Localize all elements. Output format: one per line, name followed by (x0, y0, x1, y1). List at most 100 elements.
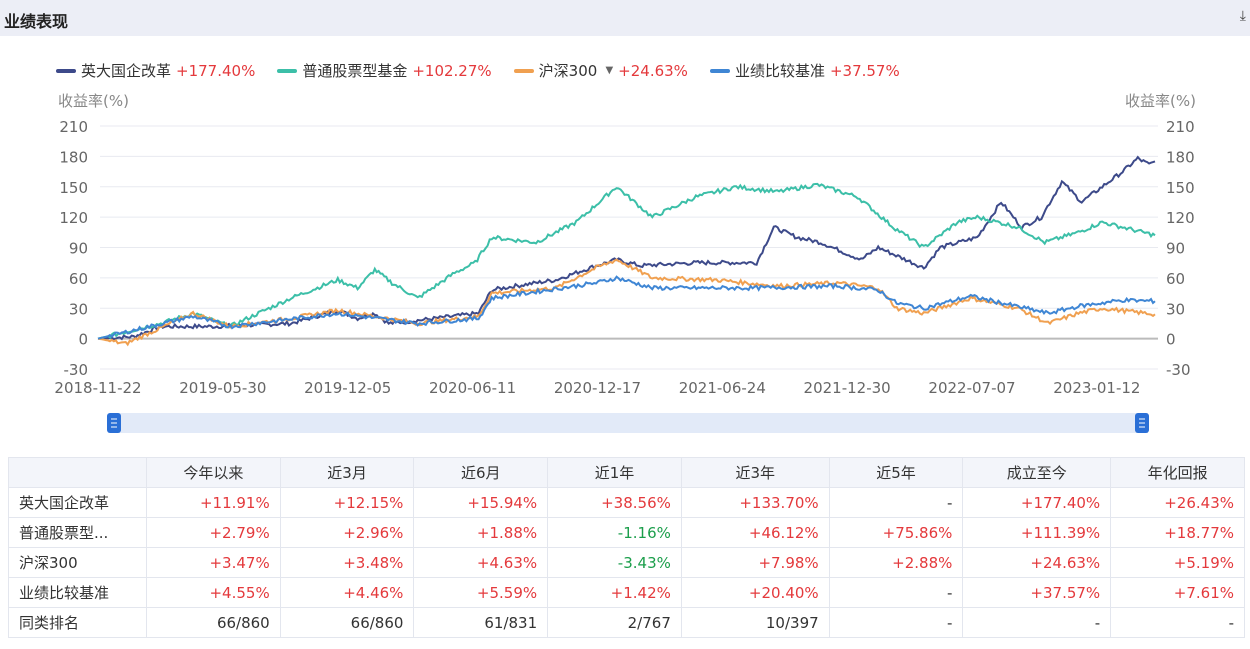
series-line-3 (97, 275, 1156, 340)
column-header: 近3年 (680, 457, 830, 488)
series-line-0 (97, 155, 1156, 341)
table-cell: +4.55% (146, 577, 281, 608)
legend-label: 沪深300 (538, 62, 598, 80)
y-tick-label-left: -30 (64, 361, 89, 379)
row-label: 沪深300 (8, 547, 147, 578)
dropdown-triangle-icon[interactable]: ▼ (602, 65, 614, 76)
legend-item-fund[interactable]: 英大国企改革 +177.40% (56, 60, 255, 81)
y-tick-label-right: 180 (1166, 148, 1195, 166)
column-header (8, 457, 147, 488)
y-tick-label-left: 0 (78, 331, 88, 349)
x-tick-label: 2023-01-12 (1053, 379, 1140, 397)
table-cell: +37.57% (962, 577, 1112, 608)
legend-swatch (277, 68, 298, 73)
table-cell: +20.40% (680, 577, 830, 608)
y-axis-label-left: 收益率(%) (58, 92, 129, 110)
table-cell: +111.39% (962, 517, 1112, 548)
table-cell: +2.96% (279, 517, 415, 548)
table-cell: +15.94% (413, 487, 549, 518)
table-cell: - (828, 577, 964, 608)
table-cell: +1.42% (547, 577, 682, 608)
table-cell: +38.56% (547, 487, 682, 518)
y-tick-label-right: 150 (1166, 179, 1195, 197)
legend-swatch (709, 68, 730, 73)
y-tick-label-right: -30 (1166, 361, 1191, 379)
y-tick-label-right: 120 (1166, 209, 1195, 227)
legend-value: +24.63% (618, 61, 688, 80)
table-cell: +24.63% (962, 547, 1112, 578)
table-cell: +3.48% (279, 547, 415, 578)
table-cell: - (828, 487, 964, 518)
x-tick-label: 2019-05-30 (179, 379, 266, 397)
y-tick-label-left: 150 (59, 179, 88, 197)
section-header: 业绩表现 ⤓ (0, 0, 1250, 36)
legend-item-benchmark[interactable]: 业绩比较基准 +37.57% (709, 60, 900, 81)
legend-label: 业绩比较基准 (734, 62, 825, 80)
legend-label: 普通股票型基金 (302, 62, 408, 80)
table-row: 业绩比较基准 +4.55% +4.46% +5.59% +1.42% +20.40% - +3… (8, 577, 1245, 608)
table-row: 英大国企改革 +11.91% +12.15% +15.94% +38.56% +133.7… (8, 487, 1245, 518)
row-label: 业绩比较基准 (8, 577, 147, 608)
table-cell: +177.40% (962, 487, 1112, 518)
column-header: 今年以来 (146, 457, 281, 488)
table-cell: +18.77% (1110, 517, 1245, 548)
y-tick-label-right: 90 (1166, 240, 1185, 258)
table-cell: +3.47% (146, 547, 281, 578)
table-cell: -3.43% (547, 547, 682, 578)
y-tick-label-right: 30 (1166, 300, 1185, 318)
table-header-row: 今年以来 近3月 近6月 近1年 近3年 近5年 成立至今 年化回报 (8, 457, 1245, 488)
table-cell: +5.19% (1110, 547, 1245, 578)
series-line-1 (97, 182, 1156, 340)
section-title: 业绩表现 (4, 12, 69, 31)
x-tick-label: 2020-12-17 (554, 379, 641, 397)
table-cell: +46.12% (680, 517, 830, 548)
table-cell: +4.63% (413, 547, 549, 578)
x-tick-label: 2021-12-30 (804, 379, 891, 397)
table-cell: +26.43% (1110, 487, 1245, 518)
table-cell: +4.46% (279, 577, 415, 608)
y-tick-label-right: 210 (1166, 118, 1195, 136)
x-tick-label: 2022-07-07 (928, 379, 1015, 397)
table-cell: - (828, 607, 964, 638)
legend-swatch (513, 68, 534, 73)
column-header: 年化回报 (1110, 457, 1245, 488)
table-row: 同类排名 66/860 66/860 61/831 2/767 10/397- - - (8, 607, 1245, 638)
chart-legend: 英大国企改革 +177.40% 普通股票型基金 +102.27% 沪深300 ▼… (56, 60, 900, 81)
zoom-slider-track[interactable] (110, 413, 1148, 433)
table-row: 普通股票型... +2.79% +2.96% +1.88% -1.16% +46.12% +… (8, 517, 1245, 548)
performance-table: 今年以来 近3月 近6月 近1年 近3年 近5年 成立至今 年化回报 英大国企改革 +11.91… (8, 457, 1245, 638)
y-tick-label-left: 90 (69, 240, 88, 258)
y-tick-label-right: 60 (1166, 270, 1185, 288)
performance-chart: 收益率(%) 收益率(%) 210 210 180 180 150 150 120 120 90 90… (54, 92, 1196, 433)
y-tick-label-left: 30 (69, 300, 88, 318)
table-cell: +11.91% (146, 487, 281, 518)
table-cell: +12.15% (279, 487, 415, 518)
table-cell: +7.98% (680, 547, 830, 578)
legend-item-peer[interactable]: 普通股票型基金 +102.27% (277, 60, 492, 81)
table-cell: - (962, 607, 1112, 638)
legend-item-index[interactable]: 沪深300 ▼ +24.63% (513, 60, 688, 81)
x-tick-label: 2019-12-05 (304, 379, 391, 397)
table-cell: +2.79% (146, 517, 281, 548)
legend-value: +37.57% (829, 61, 900, 80)
column-header: 近1年 (547, 457, 682, 488)
column-header: 近3月 (279, 457, 415, 488)
table-cell: +75.86% (828, 517, 964, 548)
download-icon[interactable]: ⤓ (1239, 8, 1246, 24)
table-cell: +1.88% (413, 517, 549, 548)
y-axis-label-right: 收益率(%) (1125, 92, 1196, 110)
y-tick-label-left: 210 (59, 118, 88, 136)
table-cell: +133.70% (680, 487, 830, 518)
x-tick-label: 2020-06-11 (429, 379, 516, 397)
row-label: 同类排名 (8, 607, 147, 638)
legend-swatch (56, 68, 76, 73)
legend-value: +102.27% (412, 61, 492, 80)
table-cell: 66/860 (146, 607, 281, 638)
y-tick-label-left: 180 (59, 148, 88, 166)
table-cell: -1.16% (547, 517, 682, 548)
y-tick-label-left: 120 (59, 209, 88, 227)
legend-label: 英大国企改革 (81, 62, 172, 80)
column-header: 成立至今 (962, 457, 1112, 488)
y-tick-label-left: 60 (69, 270, 88, 288)
column-header: 近6月 (413, 457, 549, 488)
